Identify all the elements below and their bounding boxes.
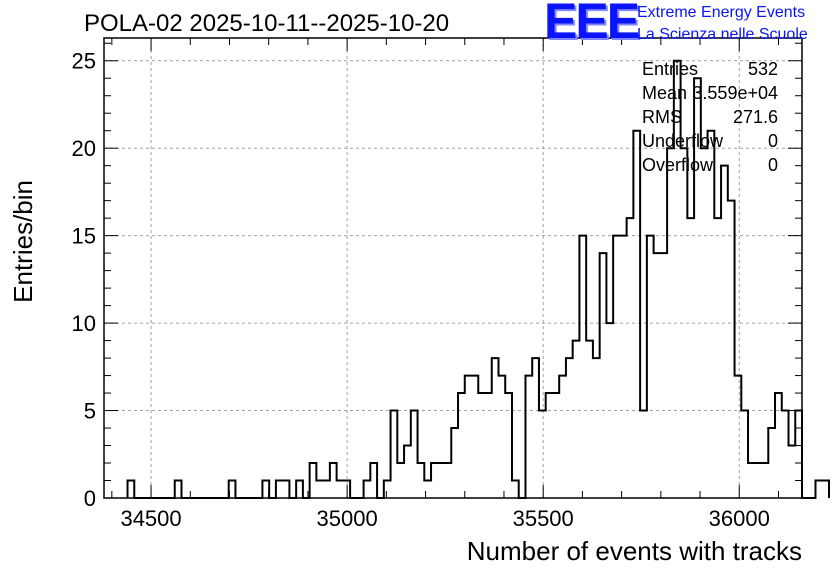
- y-tick-label: 5: [84, 399, 96, 424]
- y-tick-label: 25: [72, 49, 96, 74]
- plot-frame: [103, 37, 803, 499]
- stats-row-mean: Mean 3.559e+04: [640, 83, 780, 107]
- eee-logo-mark: EEE: [544, 0, 640, 49]
- x-tick-label: 34500: [120, 506, 181, 531]
- eee-logo: EEE Extreme Energy Events La Scienza nel…: [544, 0, 834, 49]
- logo-line-2: La Scienza nelle Scuole: [637, 26, 808, 43]
- grid-lines: [104, 38, 802, 498]
- x-tick-label: 35500: [513, 506, 574, 531]
- stats-value: 3.559e+04: [692, 83, 778, 103]
- stats-key: Entries: [642, 59, 699, 79]
- axis-ticks: [104, 38, 802, 499]
- stats-key: RMS: [642, 107, 682, 127]
- stats-value: 0: [767, 155, 778, 175]
- y-axis-label: Entries/bin: [8, 180, 38, 303]
- y-tick-label: 15: [72, 224, 96, 249]
- stats-key: Overflow: [642, 155, 714, 175]
- stats-row-rms: RMS 271.6: [640, 107, 780, 131]
- stats-value: 0: [767, 131, 778, 151]
- y-tick-label: 0: [84, 486, 96, 511]
- x-tick-label: 36000: [709, 506, 770, 531]
- stats-key: Underflow: [642, 131, 724, 151]
- stats-value: 532: [747, 59, 778, 79]
- logo-line-1: Extreme Energy Events: [637, 4, 806, 21]
- chart-title: POLA-02 2025-10-11--2025-10-20: [84, 10, 450, 37]
- y-tick-label: 10: [72, 311, 96, 336]
- y-tick-label: 20: [72, 136, 96, 161]
- x-tick-label: 35000: [317, 506, 378, 531]
- stats-row-entries: Entries 532: [640, 59, 780, 83]
- stats-box: Entries 532 Mean 3.559e+04 RMS 271.6 Und…: [640, 59, 780, 179]
- stats-row-overflow: Overflow 0: [640, 155, 780, 179]
- tick-labels: 34500 35000 35500 36000 0 5 10 15 20 25: [72, 49, 770, 531]
- stats-value: 271.6: [732, 107, 778, 127]
- stats-key: Mean: [642, 83, 688, 103]
- x-axis-label: Number of events with tracks: [467, 536, 802, 566]
- stats-row-underflow: Underflow 0: [640, 131, 780, 155]
